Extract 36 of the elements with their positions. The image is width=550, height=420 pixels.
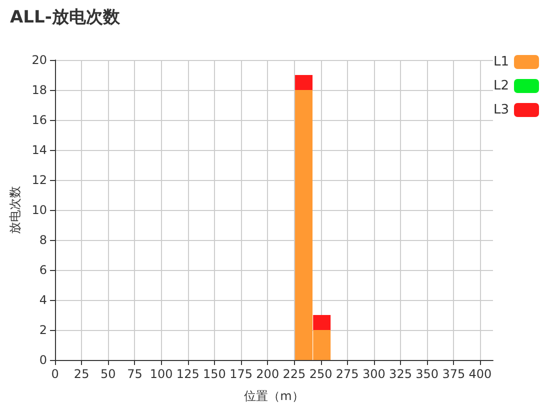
y-tick-label: 12	[32, 173, 47, 187]
x-tick-label: 225	[282, 367, 306, 381]
bar	[313, 315, 331, 330]
x-tick-label: 0	[51, 367, 59, 381]
x-tick-label: 125	[176, 367, 200, 381]
y-tick-label: 2	[39, 323, 47, 337]
y-tick-label: 4	[39, 293, 47, 307]
y-tick-label: 14	[32, 143, 47, 157]
x-tick-label: 375	[442, 367, 466, 381]
y-tick-label: 16	[32, 113, 47, 127]
x-axis-title: 位置（m）	[244, 389, 304, 403]
legend-label: L2	[493, 78, 509, 94]
x-tick-label: 400	[468, 367, 492, 381]
y-tick-label: 6	[39, 263, 47, 277]
x-tick-label: 275	[336, 367, 359, 381]
chart-title: ALL-放电次数	[10, 8, 121, 28]
x-tick-label: 25	[74, 367, 90, 381]
x-tick-label: 150	[203, 367, 226, 381]
legend-label: L1	[493, 54, 509, 70]
x-tick-label: 100	[150, 367, 173, 381]
y-tick-label: 0	[39, 353, 47, 367]
x-tick-label: 250	[309, 367, 332, 381]
y-tick-label: 18	[32, 83, 47, 97]
legend-label: L3	[493, 102, 509, 118]
x-tick-label: 300	[362, 367, 386, 381]
y-tick-label: 8	[39, 233, 47, 247]
x-tick-label: 350	[416, 367, 439, 381]
x-tick-label: 50	[100, 367, 116, 381]
x-tick-label: 175	[230, 367, 252, 381]
y-axis-title: 放电次数	[8, 186, 22, 234]
x-tick-label: 200	[256, 367, 280, 381]
y-tick-label: 10	[32, 203, 47, 217]
bar	[295, 75, 313, 90]
x-tick-label: 75	[127, 367, 142, 381]
x-tick-label: 325	[389, 367, 412, 381]
y-tick-label: 20	[32, 53, 47, 67]
